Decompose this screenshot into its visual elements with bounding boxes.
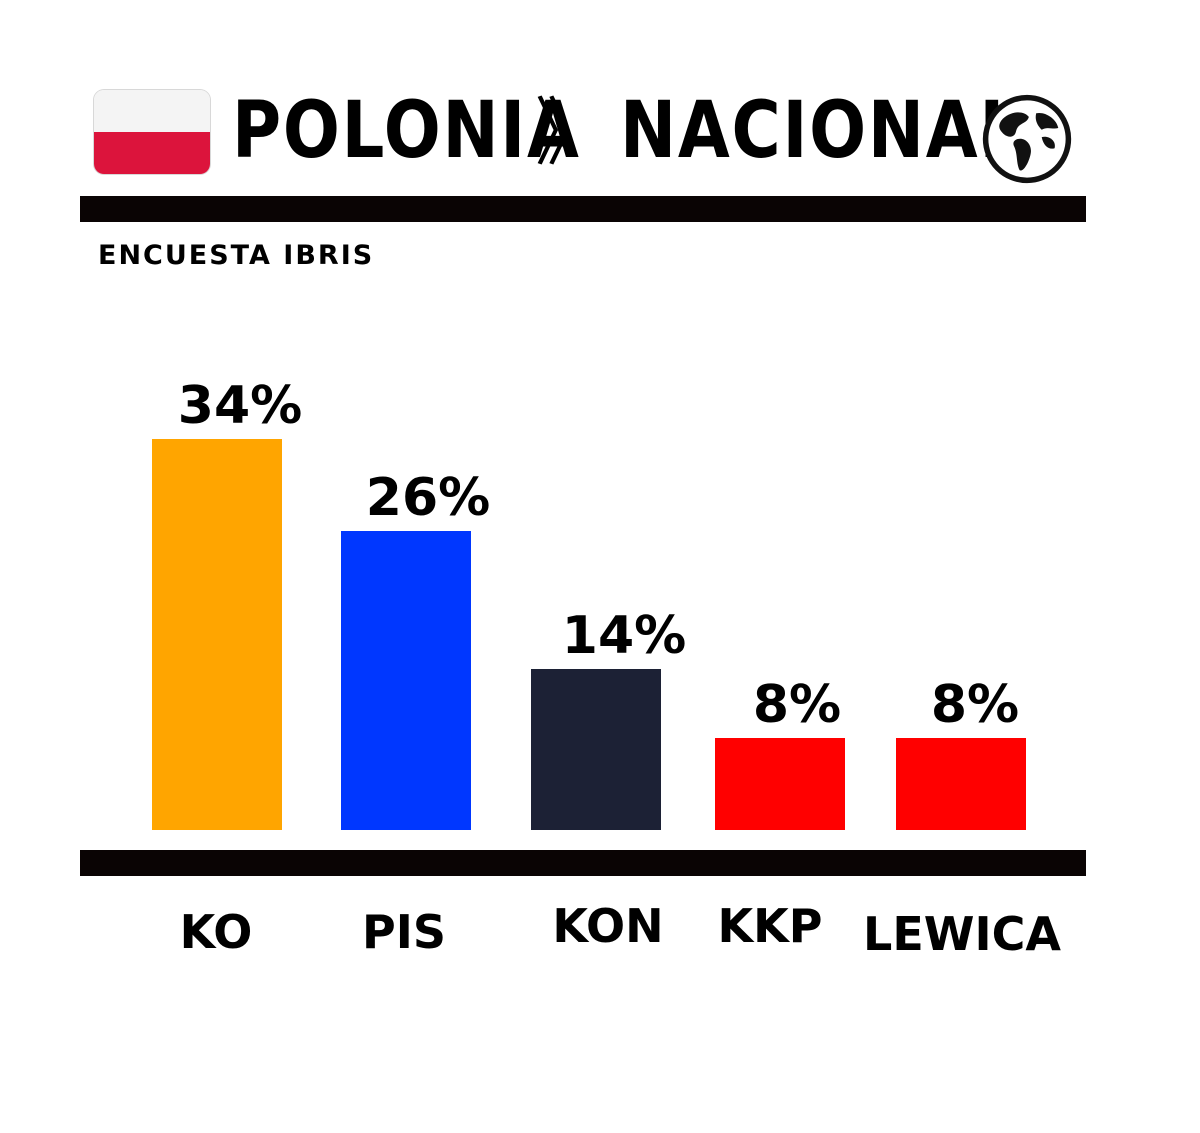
bar-pis [341, 531, 471, 830]
value-label-pis: 26% [366, 468, 490, 528]
category-label-ko: KO [180, 905, 253, 959]
category-label-kkp: KKP [717, 899, 822, 953]
value-label-kon: 14% [562, 606, 686, 666]
bar-kon [531, 669, 661, 830]
bar-ko [152, 439, 282, 830]
category-label-lewica: LEWICA [863, 907, 1061, 961]
poland-flag-icon [94, 90, 210, 174]
value-label-kkp: 8% [753, 675, 841, 735]
category-label-kon: KON [552, 899, 663, 953]
double-chevron-icon: 》 [535, 90, 609, 176]
chart-baseline [80, 850, 1086, 876]
chart-subtitle: ENCUESTA IBRIS [98, 240, 375, 271]
value-label-lewica: 8% [931, 675, 1019, 735]
category-label-pis: PIS [362, 905, 446, 959]
globe-icon [982, 94, 1072, 184]
bar-lewica [896, 738, 1026, 830]
header-right-title: NACIONAL [620, 86, 1024, 176]
header-rule [80, 196, 1086, 222]
bar-kkp [715, 738, 845, 830]
value-label-ko: 34% [178, 376, 302, 436]
header-left-title: POLONIA [232, 86, 581, 176]
